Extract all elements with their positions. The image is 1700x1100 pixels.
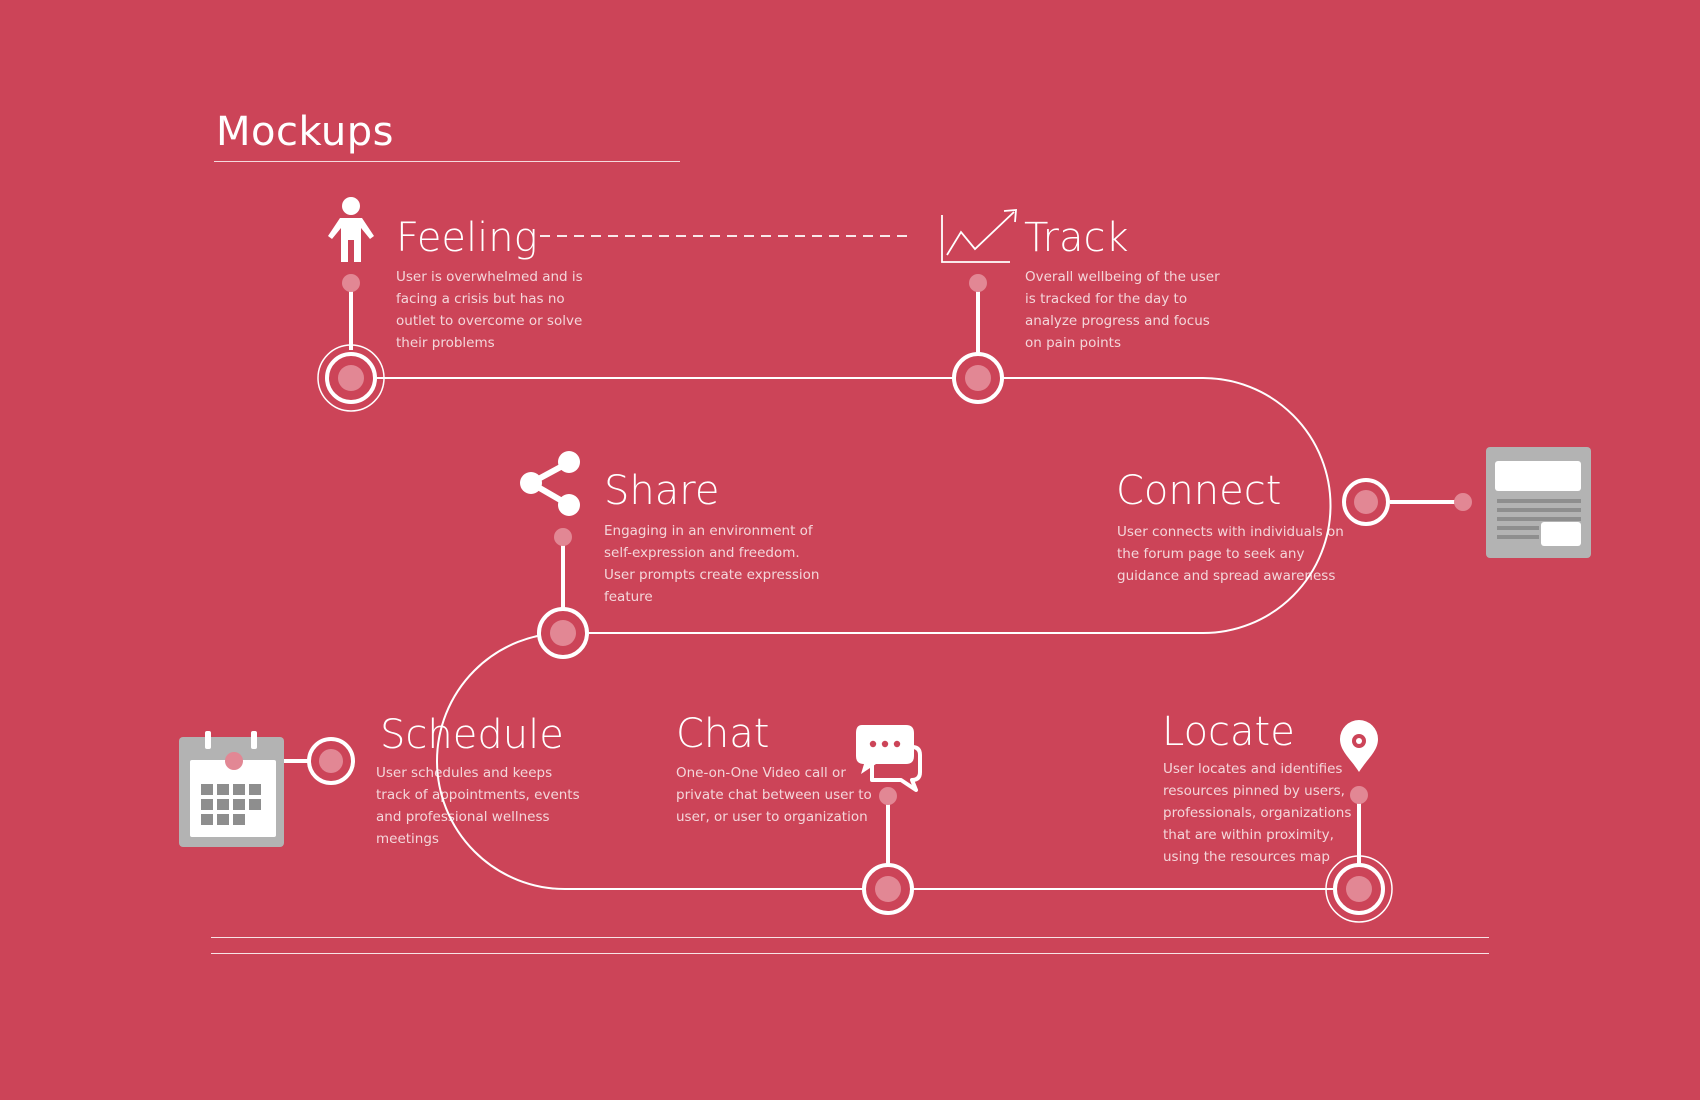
page-title: Mockups <box>216 109 394 155</box>
node-connect <box>1342 478 1472 526</box>
desc-line: private chat between user to <box>676 787 872 803</box>
step-desc-chat: One-on-One Video call or private chat be… <box>676 762 872 828</box>
step-desc-schedule: User schedules and keeps track of appoin… <box>376 762 580 850</box>
desc-line: on pain points <box>1025 335 1122 351</box>
desc-line: outlet to overcome or solve <box>396 313 583 329</box>
desc-line: Engaging in an environment of <box>604 523 813 539</box>
forum-page-icon <box>1486 447 1591 558</box>
desc-line: User schedules and keeps <box>376 765 553 781</box>
step-title-chat: Chat <box>676 711 770 757</box>
footer-rule-top <box>211 937 1489 938</box>
footer-rule-bottom <box>211 953 1489 954</box>
share-icon <box>520 451 580 516</box>
node-feeling <box>317 274 385 412</box>
desc-line: and professional wellness <box>376 809 550 825</box>
desc-line: is tracked for the day to <box>1025 291 1188 307</box>
step-title-share: Share <box>604 468 720 514</box>
map-pin-icon <box>1340 720 1378 772</box>
node-chat <box>862 787 914 915</box>
step-desc-locate: User locates and identifies resources pi… <box>1163 758 1351 868</box>
step-desc-feeling: User is overwhelmed and is facing a cris… <box>396 266 583 354</box>
desc-line: professionals, organizations <box>1163 805 1352 821</box>
desc-line: that are within proximity, <box>1163 827 1334 843</box>
desc-line: meetings <box>376 831 439 847</box>
step-title-connect: Connect <box>1116 468 1282 514</box>
step-desc-share: Engaging in an environment of self-expre… <box>604 520 819 608</box>
step-title-schedule: Schedule <box>380 712 564 758</box>
desc-line: analyze progress and focus <box>1025 313 1210 329</box>
trend-chart-icon <box>941 209 1017 263</box>
desc-line: User locates and identifies <box>1163 761 1343 777</box>
desc-line: User connects with individuals on <box>1117 524 1344 540</box>
desc-line: guidance and spread awareness <box>1117 568 1336 584</box>
node-locate <box>1325 786 1393 923</box>
title-underline <box>214 161 680 162</box>
chat-bubbles-icon <box>856 725 922 792</box>
desc-line: feature <box>604 589 653 605</box>
step-title-track: Track <box>1024 215 1129 261</box>
desc-line: track of appointments, events <box>376 787 580 803</box>
desc-line: Overall wellbeing of the user <box>1025 269 1220 285</box>
step-desc-connect: User connects with individuals on the fo… <box>1117 521 1344 587</box>
desc-line: user, or user to organization <box>676 809 868 825</box>
desc-line: User prompts create expression <box>604 567 820 583</box>
step-title-locate: Locate <box>1162 709 1295 755</box>
desc-line: their problems <box>396 335 495 351</box>
desc-line: One-on-One Video call or <box>676 765 846 781</box>
desc-line: using the resources map <box>1163 849 1330 865</box>
desc-line: facing a crisis but has no <box>396 291 565 307</box>
person-icon <box>328 197 374 262</box>
step-title-feeling: Feeling <box>396 215 538 261</box>
desc-line: the forum page to seek any <box>1117 546 1305 562</box>
step-desc-track: Overall wellbeing of the user is tracked… <box>1025 266 1220 354</box>
desc-line: resources pinned by users, <box>1163 783 1345 799</box>
desc-line: self-expression and freedom. <box>604 545 800 561</box>
node-share <box>537 528 589 659</box>
node-schedule <box>234 737 355 785</box>
node-track <box>952 274 1004 404</box>
calendar-icon <box>179 731 284 847</box>
desc-line: User is overwhelmed and is <box>396 269 583 285</box>
